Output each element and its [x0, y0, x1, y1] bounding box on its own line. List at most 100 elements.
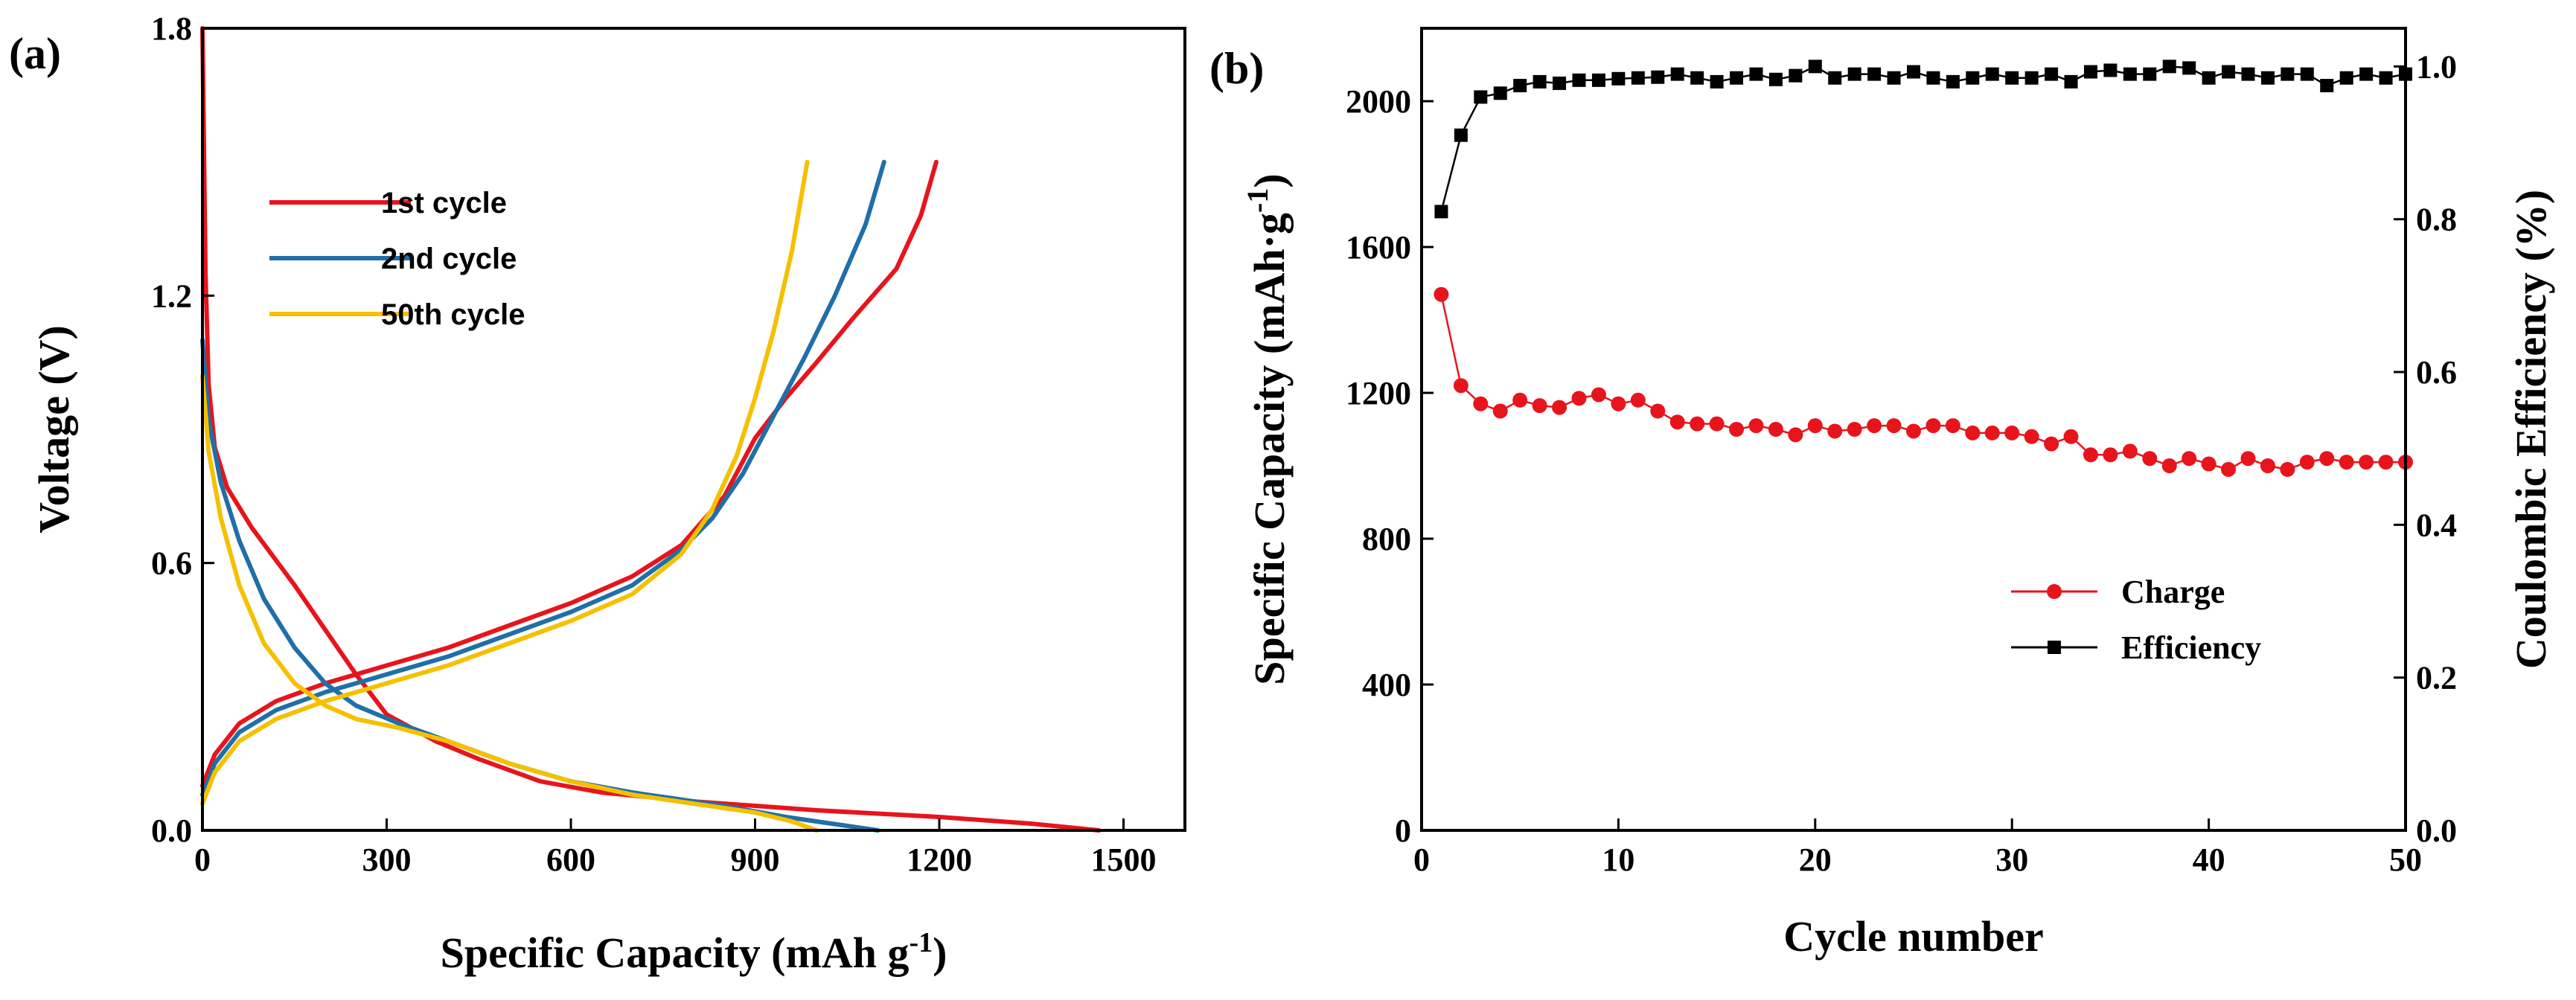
panel-b-frame — [1420, 27, 2407, 832]
legend-label-charge: Charge — [2121, 574, 2225, 610]
series-efficiency-point — [2123, 67, 2137, 81]
y-tick-label: 1.8 — [151, 10, 192, 47]
series-efficiency-point — [1631, 71, 1645, 85]
series-efficiency-point — [2182, 61, 2196, 75]
series-charge-point — [2083, 447, 2098, 463]
series-efficiency-point — [1867, 67, 1882, 81]
series-efficiency-point — [1907, 65, 1920, 79]
series-charge-point — [1867, 418, 1882, 434]
panel-b-x-ticks: 0 10 20 30 40 50 — [1413, 818, 2422, 878]
x-tick-label: 50 — [2389, 842, 2422, 878]
panel-a-y-ticks: 0.0 0.6 1.2 1.8 — [151, 10, 214, 849]
series-efficiency-point — [1730, 71, 1744, 85]
series-efficiency-point — [1749, 67, 1763, 81]
series-charge-point — [1709, 416, 1725, 432]
series-efficiency-point — [2339, 71, 2353, 85]
series-efficiency-point — [2202, 71, 2216, 85]
panel-b-right-y-ticks: 0.0 0.2 0.4 0.6 0.8 1.0 — [2394, 48, 2457, 849]
series-efficiency-point — [1533, 74, 1547, 89]
series-efficiency-point — [1572, 73, 1586, 87]
series-charge-point — [2221, 461, 2237, 477]
series-efficiency-point — [1985, 67, 1999, 81]
series-charge-point — [1532, 398, 1547, 414]
series-efficiency-point — [2143, 67, 2157, 81]
series-efficiency-point — [1454, 128, 1468, 142]
x-tick-label: 600 — [546, 842, 595, 878]
x-tick-label: 0 — [194, 842, 211, 878]
panel-b-left-y-ticks: 0 400 800 1200 1600 2000 — [1346, 83, 1434, 849]
panel-b-left-y-axis-title: Specific Capacity (mAh·g-1) — [1241, 173, 1294, 685]
series-efficiency-point — [2260, 71, 2275, 85]
series-efficiency-point — [1808, 60, 1822, 74]
left-y-tick-label: 1600 — [1346, 229, 1411, 266]
panel-b-label: (b) — [1209, 44, 1264, 93]
panel-a-y-axis-title: Voltage (V) — [30, 325, 78, 533]
series-charge-point — [2063, 429, 2079, 444]
series-charge-point — [1453, 378, 1468, 394]
series-efficiency-point — [1966, 71, 1980, 85]
series-charge-point — [1669, 414, 1685, 430]
x-tick-label: 900 — [731, 842, 780, 878]
series-efficiency-point — [1513, 79, 1527, 92]
series-charge-point — [2201, 456, 2217, 472]
y-tick-label: 0.0 — [151, 812, 192, 849]
series-1st-cycle-charge-line — [200, 159, 939, 789]
series-charge-line — [1440, 294, 2406, 471]
x-tick-label: 40 — [2193, 842, 2225, 878]
panel-b-x-axis-title: Cycle number — [1783, 912, 2044, 961]
series-charge-point — [2161, 458, 2177, 473]
x-tick-label: 0 — [1413, 842, 1430, 878]
right-y-tick-label: 0.6 — [2416, 354, 2457, 391]
panel-a-legend: 1st cycle 2nd cycle 50th cycle — [269, 187, 525, 331]
x-tick-label: 20 — [1799, 842, 1832, 878]
series-efficiency-point — [1710, 74, 1724, 89]
series-charge-point — [1571, 391, 1587, 406]
series-efficiency-point — [2024, 71, 2039, 85]
series-charge-point — [1886, 418, 1902, 434]
series-charge-point — [1552, 400, 1567, 415]
series-efficiency-point — [1553, 76, 1567, 90]
series-charge-point — [1591, 387, 1606, 403]
series-efficiency-point — [1434, 205, 1448, 219]
x-tick-label: 30 — [1995, 842, 2028, 878]
series-charge-point — [1690, 416, 1705, 432]
series-efficiency-point — [1493, 86, 1507, 100]
series-efficiency-point — [2241, 67, 2255, 81]
series-charge-point — [1611, 396, 1626, 411]
left-y-tick-label: 2000 — [1346, 83, 1411, 120]
series-charge-point — [1492, 403, 1508, 419]
series-charge-point — [2260, 458, 2275, 473]
series-efficiency-point — [2320, 79, 2334, 92]
series-efficiency-point — [1887, 71, 1901, 85]
panel-a-label: (a) — [9, 29, 61, 78]
series-charge-point — [1748, 418, 1764, 434]
series-efficiency-point — [2083, 65, 2097, 79]
panel-b-right-y-axis-title: Coulombic Efficiency (%) — [2507, 190, 2555, 669]
series-charge-point — [2378, 455, 2394, 470]
left-y-tick-label: 400 — [1362, 667, 1411, 703]
series-2nd-cycle-charge-line — [200, 159, 886, 798]
series-efficiency-point — [2005, 71, 2019, 85]
series-efficiency-point — [2162, 60, 2176, 74]
right-y-tick-label: 1.0 — [2416, 48, 2457, 85]
legend-label-2nd-cycle: 2nd cycle — [381, 243, 517, 275]
series-50th-cycle-discharge-line — [200, 374, 819, 833]
legend-label-1st-cycle: 1st cycle — [381, 187, 507, 219]
x-tick-label: 10 — [1602, 842, 1634, 878]
series-efficiency-point — [2281, 67, 2295, 81]
legend-swatch-marker-charge — [2047, 584, 2062, 599]
legend-swatch-marker-efficiency — [2048, 641, 2061, 654]
y-tick-label: 1.2 — [151, 278, 192, 314]
series-efficiency-point — [1591, 73, 1605, 87]
series-efficiency-point — [1651, 70, 1665, 84]
y-tick-label: 0.6 — [151, 545, 192, 582]
left-y-tick-label: 1200 — [1346, 375, 1411, 411]
x-tick-label: 1200 — [907, 842, 972, 878]
series-charge-point — [1434, 286, 1449, 302]
series-charge-point — [1650, 403, 1666, 419]
series-efficiency-point — [1926, 71, 1940, 85]
series-efficiency-point — [2045, 67, 2059, 81]
series-charge-point — [1965, 425, 1981, 440]
series-efficiency-point — [1474, 90, 1488, 104]
